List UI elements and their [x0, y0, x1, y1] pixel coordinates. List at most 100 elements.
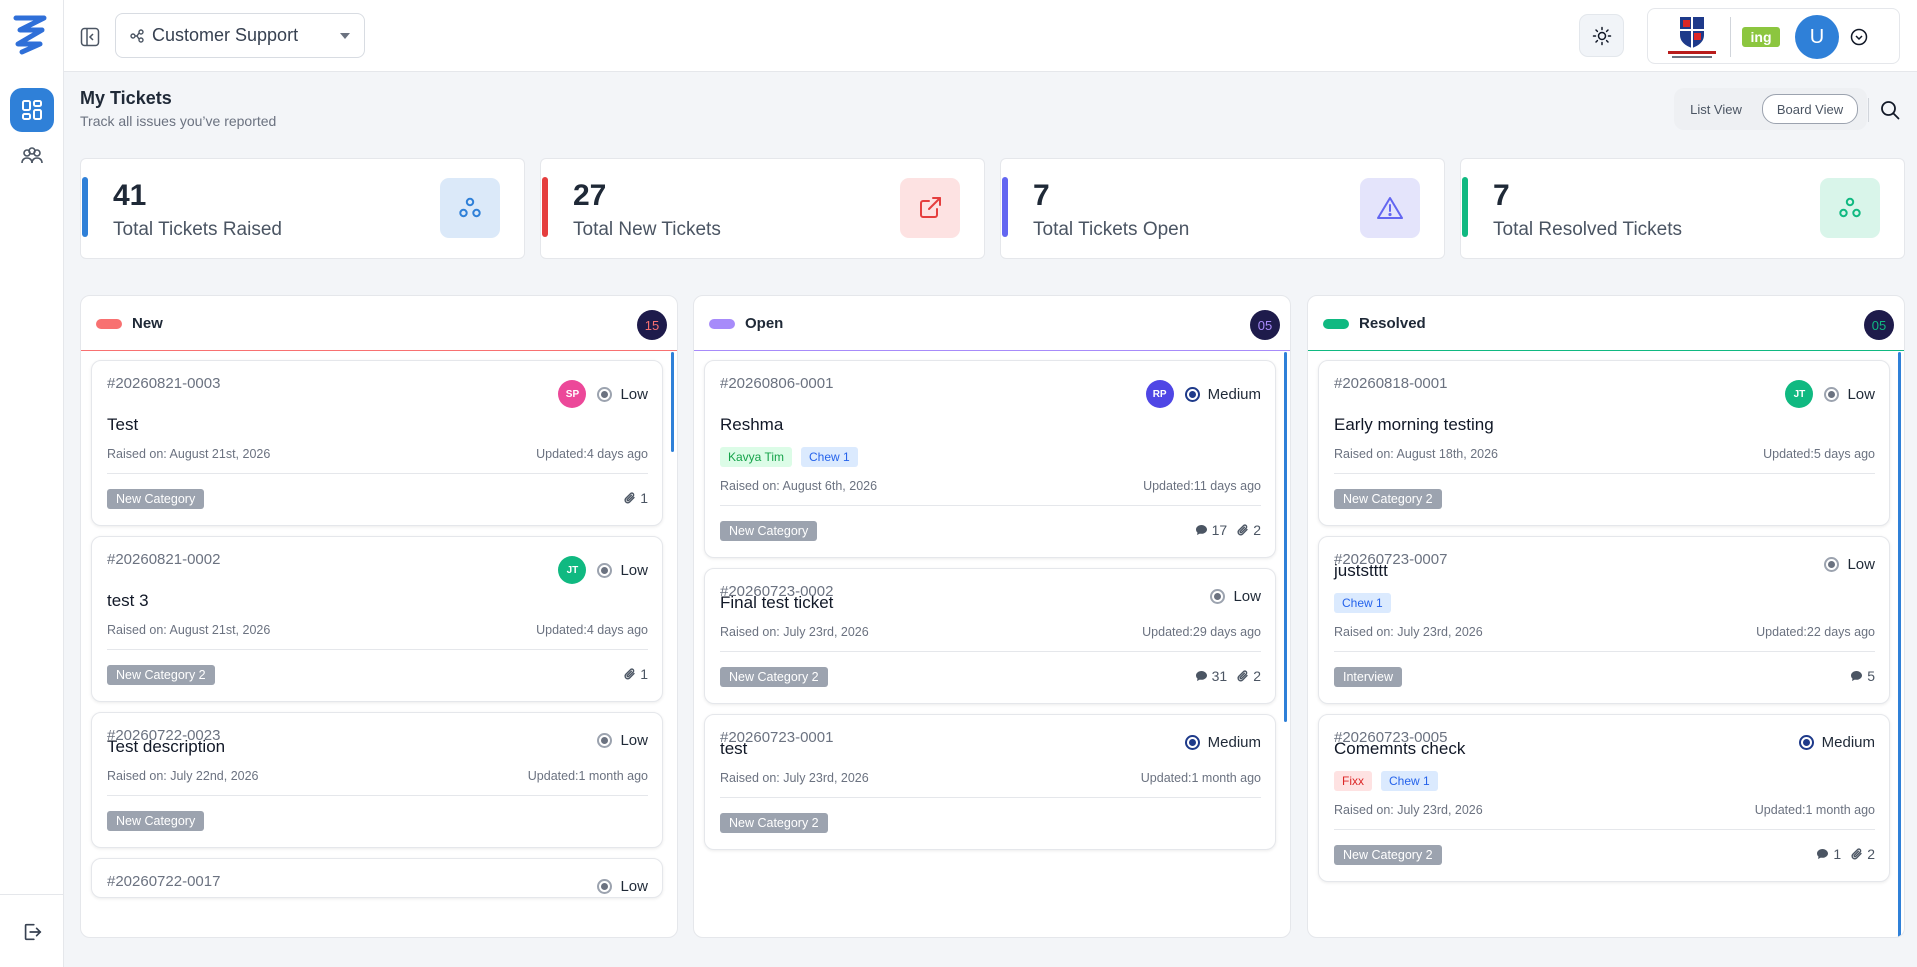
theme-toggle-button[interactable]	[1579, 14, 1624, 57]
column-title: New	[132, 315, 163, 332]
view-toggle: List View Board View	[1674, 88, 1867, 130]
ticket-card[interactable]: #20260722-0017 Low	[91, 858, 663, 898]
updated-time: Updated:29 days ago	[1142, 625, 1261, 639]
ticket-id: #20260723-0001	[720, 729, 834, 746]
ticket-tag: Chew 1	[1381, 771, 1438, 791]
paperclip-icon	[1237, 670, 1248, 682]
sidebar-divider	[0, 894, 64, 895]
card-divider	[107, 795, 648, 796]
ticket-card[interactable]: #20260821-0002 JT Low test 3 Raised on: Augu…	[91, 536, 663, 702]
ticket-priority: Low	[597, 878, 648, 895]
ticket-card[interactable]: #20260818-0001 JT Low Early morning testing…	[1318, 360, 1890, 526]
paperclip-icon	[1237, 524, 1248, 536]
stat-accent-bar	[542, 177, 548, 237]
attachment-count-value: 2	[1253, 668, 1261, 684]
board-column-resolved: Resolved 05 #20260818-0001 JT Low Early morni…	[1307, 295, 1905, 938]
category-badge: New Category 2	[1334, 489, 1442, 509]
priority-indicator-icon	[597, 879, 613, 894]
ticket-tags: Fixx Chew 1	[1334, 771, 1438, 791]
priority-label: Low	[620, 732, 648, 749]
top-bar: Customer Support ing U	[64, 0, 1917, 72]
ticket-card[interactable]: #20260821-0003 SP Low Test Raised on: August…	[91, 360, 663, 526]
ticket-card[interactable]: #20260806-0001 RP Medium Reshma Kavya Tim Che…	[704, 360, 1276, 558]
priority-label: Low	[1233, 588, 1261, 605]
ticket-priority: Medium	[1798, 734, 1875, 751]
paperclip-icon	[624, 492, 635, 504]
card-divider	[1334, 829, 1875, 830]
sidebar-toggle-button[interactable]	[78, 25, 102, 49]
priority-indicator-icon	[1210, 589, 1226, 604]
column-header: Resolved 05	[1308, 296, 1904, 351]
ticket-card[interactable]: #20260723-0002 Low Final test ticket Raised…	[704, 568, 1276, 704]
attachment-count-value: 1	[640, 490, 648, 506]
chevron-down-circle-icon[interactable]	[1850, 28, 1868, 46]
category-badge: New Category	[720, 521, 818, 541]
project-select-value: Customer Support	[152, 25, 299, 45]
column-scrollbar[interactable]	[671, 352, 674, 452]
sidebar-item-team[interactable]	[10, 134, 54, 178]
category-badge: New Category	[107, 811, 205, 831]
assignee-avatar: RP	[1145, 380, 1174, 408]
attachment-count: 1	[624, 666, 648, 682]
toolbar-divider	[1868, 98, 1869, 122]
assignee-avatar: JT	[1785, 380, 1814, 408]
board-view-button[interactable]: Board View	[1762, 94, 1858, 124]
app-logo-icon[interactable]	[12, 12, 48, 56]
card-divider	[720, 797, 1261, 798]
project-select[interactable]: Customer Support	[115, 13, 365, 58]
column-header: Open 05	[694, 296, 1290, 351]
list-view-button[interactable]: List View	[1690, 101, 1742, 117]
ticket-id: #20260723-0005	[1334, 729, 1448, 746]
search-icon[interactable]	[1879, 99, 1901, 121]
comment-count: 17	[1195, 522, 1227, 538]
comment-icon	[1195, 671, 1207, 681]
attachment-count: 1	[624, 490, 648, 506]
raised-date: Raised on: July 23rd, 2026	[1334, 625, 1483, 639]
ticket-tag: Kavya Tim	[720, 447, 793, 467]
updated-time: Updated:11 days ago	[1143, 479, 1261, 493]
column-scrollbar[interactable]	[1898, 352, 1901, 937]
updated-time: Updated:4 days ago	[536, 623, 648, 637]
attachment-count: 2	[1851, 846, 1875, 862]
ticket-priority: RP Medium	[1145, 380, 1261, 408]
external-link-icon	[900, 178, 960, 238]
column-scrollbar[interactable]	[1284, 352, 1287, 722]
page-title: My Tickets	[80, 88, 172, 108]
comment-count: 31	[1195, 668, 1227, 684]
ticket-priority: Low	[1824, 556, 1875, 573]
ing-logo: ing	[1742, 27, 1780, 47]
ticket-tags: Kavya Tim Chew 1	[720, 447, 858, 467]
raised-date: Raised on: August 18th, 2026	[1334, 447, 1499, 461]
ticket-card[interactable]: #20260723-0001 Medium test Raised on: July …	[704, 714, 1276, 850]
category-badge: Interview	[1334, 667, 1403, 687]
attachment-count-value: 2	[1253, 522, 1261, 538]
ticket-card[interactable]: #20260722-0023 Low Test description Raised …	[91, 712, 663, 848]
ticket-id: #20260818-0001	[1334, 375, 1448, 392]
ticket-card[interactable]: #20260723-0007 Low juststttt Chew 1 Raised o…	[1318, 536, 1890, 704]
updated-time: Updated:22 days ago	[1756, 625, 1875, 639]
card-divider	[107, 649, 648, 650]
stat-label: Total Resolved Tickets	[1493, 219, 1683, 240]
attachment-count: 2	[1237, 668, 1261, 684]
updated-time: Updated:4 days ago	[536, 447, 648, 461]
sidebar-collapse-icon	[80, 27, 100, 47]
card-divider	[1334, 473, 1875, 474]
ticket-id: #20260821-0003	[107, 375, 221, 392]
sidebar-item-dashboard[interactable]	[10, 88, 54, 132]
ticket-card[interactable]: #20260723-0005 Medium Comemnts check Fixx Ch…	[1318, 714, 1890, 882]
page-subtitle: Track all issues you’ve reported	[80, 113, 277, 129]
priority-label: Low	[1847, 385, 1875, 403]
board-column-new: New 15 #20260821-0003 SP Low Test Raised on: A…	[80, 295, 678, 938]
ticket-meta: 5	[1850, 668, 1875, 684]
updated-time: Updated:1 month ago	[527, 769, 648, 783]
comment-count-value: 5	[1867, 668, 1875, 684]
stat-card: 7 Total Resolved Tickets	[1460, 158, 1905, 259]
stat-value: 27	[573, 179, 607, 212]
card-divider	[107, 473, 648, 474]
stat-label: Total New Tickets	[573, 219, 721, 240]
assignee-avatar: JT	[558, 556, 587, 584]
ticket-title: Comemnts check	[1334, 739, 1466, 758]
ticket-meta: 31 2	[1195, 668, 1261, 684]
user-avatar[interactable]: U	[1795, 15, 1839, 59]
logout-button[interactable]	[10, 910, 54, 954]
